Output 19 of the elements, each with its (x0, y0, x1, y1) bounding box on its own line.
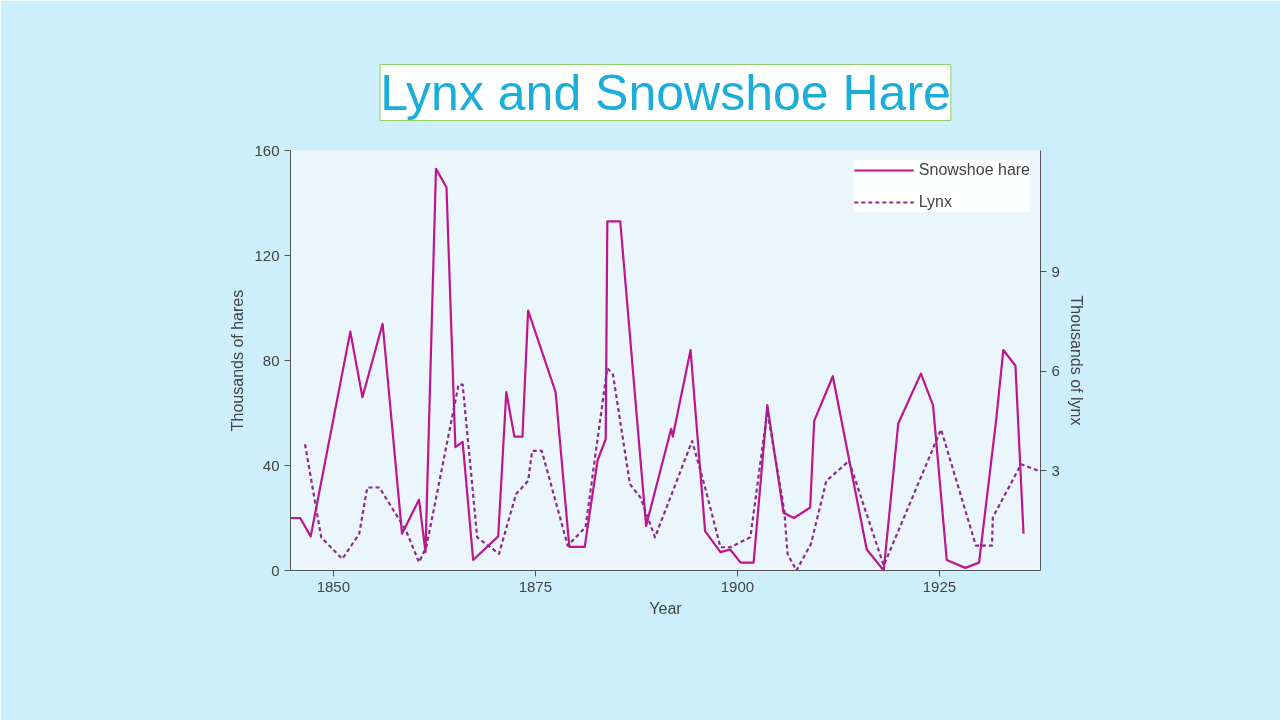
x-axis-title: Year (649, 599, 683, 617)
legend-label: Lynx (918, 193, 953, 211)
y-tick-label: 0 (271, 561, 280, 579)
y-tick-label: 80 (262, 351, 280, 369)
y-tick-label: 120 (254, 246, 280, 264)
y2-tick-label: 6 (1051, 362, 1060, 380)
x-tick-label: 1900 (720, 577, 755, 595)
legend-label: Snowshoe hare (918, 161, 1030, 179)
y2-tick-label: 9 (1051, 262, 1060, 280)
x-tick-label: 1925 (922, 577, 957, 595)
x-tick-label: 1850 (316, 577, 351, 595)
y-tick-label: 160 (254, 141, 280, 159)
y2-tick-label: 3 (1051, 461, 1060, 479)
y-tick-label: 40 (262, 456, 280, 474)
y2-axis-title: Thousands of lynx (1067, 295, 1085, 426)
chart-title: Lynx and Snowshoe Hare (380, 64, 951, 121)
y-axis-title: Thousands of hares (229, 289, 247, 432)
x-tick-label: 1875 (518, 577, 553, 595)
line-series (303, 366, 1040, 571)
